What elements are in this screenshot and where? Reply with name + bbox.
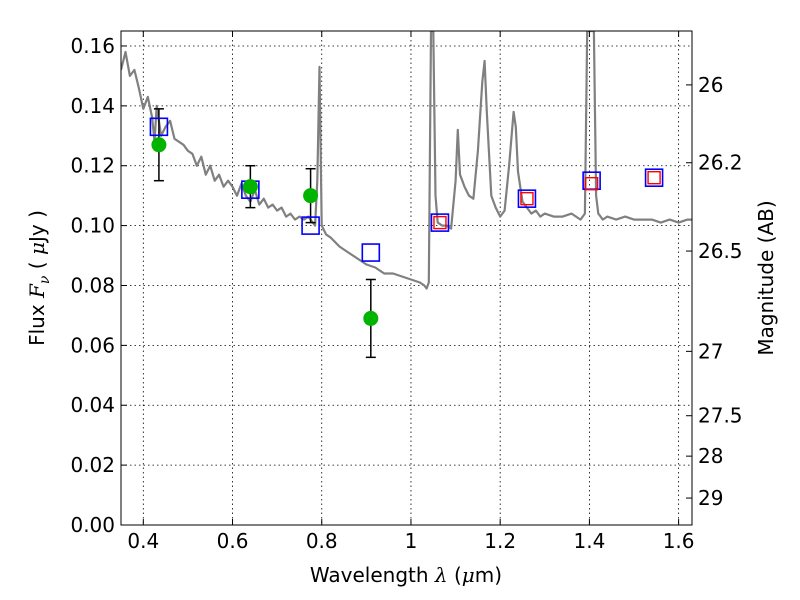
y-axis-label: Flux Fν ( μJy )	[25, 210, 53, 346]
observed-point	[151, 137, 167, 153]
y-tick-label: 0.02	[70, 453, 115, 477]
y2-tick-label: 26.2	[698, 151, 743, 175]
model-spectrum	[121, 31, 692, 290]
x-axis-label: Wavelength λ (μm)	[310, 563, 502, 587]
x-tick-label: 1.6	[663, 529, 695, 553]
model-square-blue	[430, 213, 450, 232]
x-tick-label: 0.6	[217, 529, 249, 553]
model-square-blue	[517, 189, 537, 208]
y-tick-label: 0.10	[70, 214, 115, 238]
y-tick-label: 0.12	[70, 154, 115, 178]
y-tick-label: 0.06	[70, 333, 115, 357]
y2-axis-label: Magnitude (AB)	[754, 200, 778, 355]
observed-point	[363, 310, 379, 326]
y-tick-label: 0.08	[70, 273, 115, 297]
model-square-blue	[644, 168, 664, 188]
x-tick-label: 0.8	[306, 529, 338, 553]
plot-frame	[120, 30, 693, 526]
y2-tick-label: 26	[698, 73, 723, 97]
observed-point	[242, 179, 258, 195]
x-tick-label: 1.4	[573, 529, 605, 553]
y2-tick-label: 27	[698, 339, 723, 363]
y-tick-label: 0.14	[70, 94, 115, 118]
model-square-red	[584, 176, 599, 191]
model-square-red	[433, 215, 447, 230]
y-tick-label: 0.04	[70, 393, 115, 417]
y2-tick-label: 28	[698, 444, 723, 468]
data-markers	[149, 108, 664, 359]
model-square-red	[647, 171, 661, 185]
model-square-blue	[301, 216, 320, 235]
observed-point	[303, 188, 319, 204]
x-tick-label: 1	[405, 529, 418, 553]
axis-ticks: 0.4 0.6 0.8 1 1.2 1.4 1.6 0.00 0.02 0.04 0.06 0.08 0…	[70, 31, 743, 553]
y-tick-label: 0.16	[70, 34, 115, 58]
y2-tick-label: 29	[698, 486, 723, 510]
model-square-blue	[149, 117, 169, 137]
y2-tick-label: 26.5	[698, 239, 743, 263]
x-tick-label: 1.2	[484, 529, 516, 553]
x-tick-label: 0.4	[127, 529, 159, 553]
y-tick-label: 0.00	[70, 513, 115, 537]
model-square-red	[520, 191, 534, 206]
model-square-blue	[361, 243, 381, 262]
y2-tick-label: 27.5	[698, 404, 743, 428]
spectrum-line	[121, 31, 692, 290]
